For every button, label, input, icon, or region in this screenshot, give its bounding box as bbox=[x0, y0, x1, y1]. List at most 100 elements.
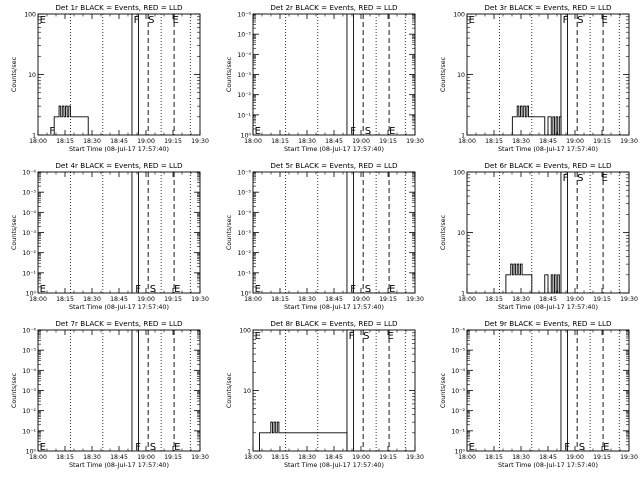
event-marker-label: S bbox=[363, 331, 369, 342]
event-marker-label: E bbox=[601, 15, 607, 26]
x-tick-label: 19:30 bbox=[620, 454, 638, 461]
chart-panel-2: Det 2r BLACK = Events, RED = LLD Counts/s… bbox=[225, 3, 424, 153]
events-series-line bbox=[505, 263, 561, 294]
x-tick-label: 19:15 bbox=[379, 454, 397, 461]
x-tick-label: 18:45 bbox=[325, 454, 343, 461]
event-marker-label: E bbox=[40, 442, 46, 453]
x-tick-label: 18:30 bbox=[83, 296, 101, 303]
plot-frame bbox=[37, 171, 201, 294]
event-marker-label: S bbox=[365, 126, 371, 137]
x-tick-label: 19:15 bbox=[379, 296, 397, 303]
x-tick-label: 19:15 bbox=[379, 138, 397, 145]
y-tick-label: 10⁻⁴ bbox=[237, 52, 251, 59]
x-tick-label: 18:30 bbox=[298, 138, 316, 145]
x-tick-label: 19:00 bbox=[352, 296, 370, 303]
y-tick-label: 1 bbox=[247, 449, 251, 456]
x-tick-label: 18:15 bbox=[271, 454, 289, 461]
y-tick-label: 10⁻³ bbox=[22, 230, 36, 237]
event-marker-label: S bbox=[148, 15, 154, 26]
chart-title: Det 5r BLACK = Events, RED = LLD bbox=[270, 161, 398, 170]
y-tick-label: 10⁻¹ bbox=[237, 270, 251, 277]
event-marker-label: E bbox=[255, 284, 261, 295]
x-tick-label: 18:15 bbox=[271, 138, 289, 145]
y-axis-label: Counts/sec bbox=[439, 56, 447, 92]
plot-frame bbox=[37, 13, 201, 136]
y-axis-label: Counts/sec bbox=[439, 372, 447, 408]
chart-panel-3: Det 3r BLACK = Events, RED = LLD Counts/s… bbox=[439, 3, 638, 153]
event-marker-label: E bbox=[389, 126, 395, 137]
x-tick-label: 19:15 bbox=[593, 138, 611, 145]
x-tick-label: 18:00 bbox=[458, 296, 476, 303]
x-tick-label: 18:15 bbox=[271, 296, 289, 303]
y-tick-label: 10⁻⁵ bbox=[22, 190, 36, 197]
y-tick-label: 10 bbox=[243, 388, 251, 395]
y-tick-label: 1 bbox=[461, 291, 465, 298]
x-tick-label: 18:45 bbox=[325, 296, 343, 303]
chart-panel-6: Det 6r BLACK = Events, RED = LLD Counts/s… bbox=[439, 161, 638, 311]
x-axis-label: Start Time (08-Jul-17 17:57:40) bbox=[69, 145, 169, 153]
event-marker-label: F bbox=[563, 15, 569, 26]
event-marker-label: S bbox=[577, 15, 583, 26]
x-axis-label: Start Time (08-Jul-17 17:57:40) bbox=[284, 461, 384, 469]
y-tick-label: 10⁻³ bbox=[451, 388, 465, 395]
y-tick-label: 10⁻⁵ bbox=[237, 190, 251, 197]
x-axis-label: Start Time (08-Jul-17 17:57:40) bbox=[498, 461, 598, 469]
x-tick-label: 18:15 bbox=[485, 454, 503, 461]
chart-panel-5: Det 5r BLACK = Events, RED = LLD Counts/s… bbox=[225, 161, 424, 311]
chart-panel-4: Det 4r BLACK = Events, RED = LLD Counts/s… bbox=[10, 161, 209, 311]
x-tick-label: 18:45 bbox=[539, 454, 557, 461]
y-tick-label: 10⁻⁵ bbox=[22, 348, 36, 355]
event-marker-label: F bbox=[349, 331, 355, 342]
y-tick-label: 10⁰ bbox=[455, 449, 466, 456]
x-tick-label: 19:00 bbox=[137, 296, 155, 303]
y-tick-label: 10⁻³ bbox=[237, 72, 251, 79]
event-marker-label: F bbox=[564, 442, 570, 453]
y-axis-label: Counts/sec bbox=[225, 56, 233, 92]
event-marker-label: E bbox=[172, 15, 178, 26]
events-series-line bbox=[259, 421, 348, 451]
y-tick-label: 10⁻⁶ bbox=[237, 170, 251, 177]
y-tick-label: 10⁻² bbox=[22, 250, 36, 257]
x-tick-label: 18:45 bbox=[110, 454, 128, 461]
event-marker-label: F bbox=[135, 442, 141, 453]
event-marker-label: F bbox=[135, 284, 141, 295]
x-tick-label: 19:00 bbox=[352, 454, 370, 461]
x-tick-label: 19:30 bbox=[406, 138, 424, 145]
y-tick-label: 10⁻⁶ bbox=[451, 328, 465, 335]
x-tick-label: 18:30 bbox=[83, 454, 101, 461]
y-tick-label: 10⁰ bbox=[26, 449, 37, 456]
chart-title: Det 2r BLACK = Events, RED = LLD bbox=[270, 3, 398, 12]
y-tick-label: 10⁻⁶ bbox=[22, 328, 36, 335]
y-axis-label: Counts/sec bbox=[10, 372, 18, 408]
y-tick-label: 10⁰ bbox=[241, 133, 252, 140]
x-tick-label: 19:15 bbox=[593, 454, 611, 461]
x-tick-label: 19:30 bbox=[191, 138, 209, 145]
y-tick-label: 10⁻⁴ bbox=[22, 368, 36, 375]
y-axis-label: Counts/sec bbox=[439, 214, 447, 250]
x-tick-label: 19:30 bbox=[191, 454, 209, 461]
x-tick-label: 18:45 bbox=[539, 138, 557, 145]
x-axis-label: Start Time (08-Jul-17 17:57:40) bbox=[69, 303, 169, 311]
x-axis-label: Start Time (08-Jul-17 17:57:40) bbox=[284, 145, 384, 153]
y-tick-label: 1 bbox=[461, 133, 465, 140]
x-tick-label: 19:30 bbox=[620, 138, 638, 145]
y-tick-label: 10⁻² bbox=[22, 408, 36, 415]
y-tick-label: 10⁻⁶ bbox=[237, 12, 251, 19]
chart-title: Det 3r BLACK = Events, RED = LLD bbox=[484, 3, 612, 12]
plot-frame bbox=[466, 13, 630, 136]
x-tick-label: 19:00 bbox=[566, 454, 584, 461]
y-tick-label: 10⁻³ bbox=[22, 388, 36, 395]
x-tick-label: 18:00 bbox=[458, 138, 476, 145]
x-tick-label: 18:00 bbox=[244, 454, 262, 461]
event-marker-label: E bbox=[601, 173, 607, 184]
x-tick-label: 19:30 bbox=[191, 296, 209, 303]
plot-frame bbox=[466, 329, 630, 452]
event-marker-label: F bbox=[563, 173, 569, 184]
event-marker-label: S bbox=[150, 284, 156, 295]
chart-title: Det 9r BLACK = Events, RED = LLD bbox=[484, 319, 612, 328]
y-tick-label: 10⁻⁵ bbox=[451, 348, 465, 355]
x-tick-label: 18:00 bbox=[458, 454, 476, 461]
y-tick-label: 10⁻⁴ bbox=[451, 368, 465, 375]
x-tick-label: 18:15 bbox=[56, 296, 74, 303]
